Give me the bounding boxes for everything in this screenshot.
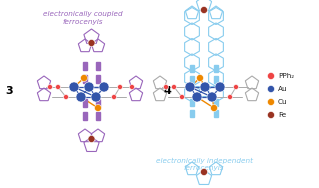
Circle shape <box>207 92 217 102</box>
Bar <box>214 65 218 72</box>
Circle shape <box>112 95 116 99</box>
Circle shape <box>192 92 202 102</box>
Bar <box>96 99 100 107</box>
Circle shape <box>211 105 218 111</box>
Text: electronically coupled
ferrocenyls: electronically coupled ferrocenyls <box>43 11 123 25</box>
Circle shape <box>130 84 135 89</box>
Text: 4: 4 <box>163 86 171 96</box>
Bar <box>214 99 218 106</box>
Bar <box>96 62 100 70</box>
Circle shape <box>99 82 109 92</box>
Circle shape <box>268 86 275 92</box>
Circle shape <box>197 74 204 82</box>
Bar <box>214 110 218 117</box>
Text: 3: 3 <box>5 86 13 96</box>
Bar <box>96 112 100 120</box>
Circle shape <box>180 95 184 99</box>
Circle shape <box>200 82 210 92</box>
Circle shape <box>227 95 233 99</box>
Circle shape <box>201 168 207 176</box>
Circle shape <box>63 95 69 99</box>
Circle shape <box>268 99 275 105</box>
Bar <box>190 110 194 117</box>
Text: Cu: Cu <box>278 99 288 105</box>
Circle shape <box>69 82 79 92</box>
Circle shape <box>80 74 87 82</box>
Text: electronically independent
ferrocenyls: electronically independent ferrocenyls <box>155 157 253 171</box>
Circle shape <box>48 84 53 89</box>
Text: Au: Au <box>278 86 288 92</box>
Bar <box>96 75 100 83</box>
Circle shape <box>201 7 207 14</box>
Circle shape <box>234 84 239 89</box>
Bar <box>83 62 87 70</box>
Bar <box>190 76 194 83</box>
Bar <box>190 99 194 106</box>
Circle shape <box>164 84 168 89</box>
Circle shape <box>268 111 275 118</box>
Bar <box>83 99 87 107</box>
Circle shape <box>172 84 176 89</box>
Bar <box>214 76 218 83</box>
Circle shape <box>84 82 94 92</box>
Bar <box>190 65 194 72</box>
Circle shape <box>91 92 101 102</box>
Bar <box>83 75 87 83</box>
Circle shape <box>117 84 122 89</box>
Circle shape <box>88 136 95 143</box>
Bar <box>83 112 87 120</box>
Text: PPh₂: PPh₂ <box>278 73 294 79</box>
Circle shape <box>215 82 225 92</box>
Circle shape <box>88 39 95 46</box>
Circle shape <box>56 84 61 89</box>
Text: Fe: Fe <box>278 112 286 118</box>
Circle shape <box>268 73 275 80</box>
Circle shape <box>185 82 195 92</box>
Circle shape <box>94 105 101 111</box>
Circle shape <box>76 92 86 102</box>
